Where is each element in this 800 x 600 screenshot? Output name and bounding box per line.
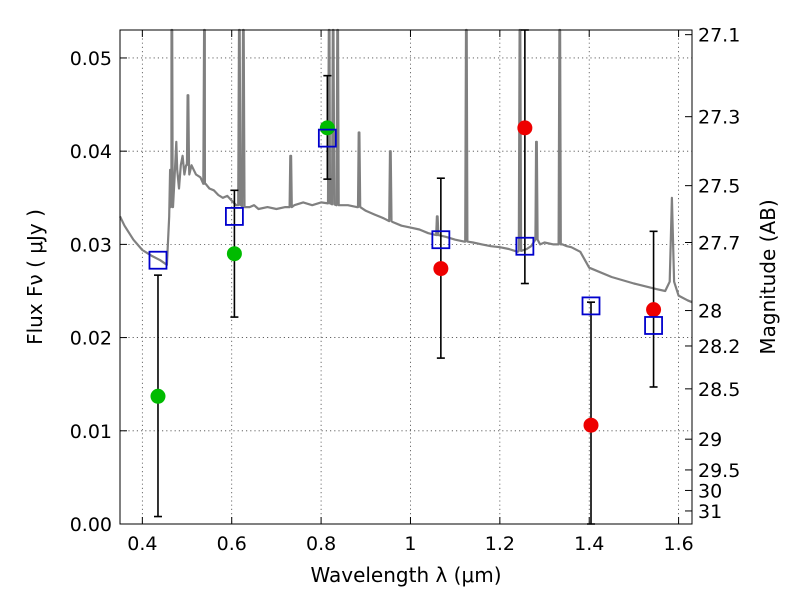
magnitude-tick-label: 31 (698, 501, 722, 523)
photometry-point (226, 246, 242, 262)
magnitude-tick-label: 28.5 (698, 379, 740, 401)
x-tick-label: 0.8 (306, 533, 336, 555)
y-tick-label: 0.00 (70, 514, 112, 536)
model-flux-square (148, 250, 168, 270)
magnitude-tick-label: 28.2 (698, 336, 740, 358)
y-tick-label: 0.03 (70, 234, 112, 256)
y-tick-label: 0.05 (70, 48, 112, 70)
photometry-point (319, 120, 335, 136)
model-flux-square (431, 230, 451, 250)
model-flux-square (581, 296, 601, 316)
magnitude-tick-label: 29 (698, 429, 722, 451)
photometry-point (517, 120, 533, 136)
magnitude-tick-label: 27.7 (698, 233, 740, 255)
magnitude-tick-label: 27.3 (698, 107, 740, 129)
x-tick-label: 1.4 (574, 533, 604, 555)
x-tick-label: 1.2 (485, 533, 515, 555)
magnitude-tick-label: 27.1 (698, 25, 740, 47)
model-flux-square (317, 128, 337, 148)
y-tick-label: 0.01 (70, 421, 112, 443)
x-tick-label: 1.6 (663, 533, 693, 555)
x-tick-label: 0.6 (217, 533, 247, 555)
magnitude-tick-label: 28 (698, 301, 722, 323)
magnitude-tick-label: 29.5 (698, 460, 740, 482)
error-bars (153, 29, 658, 525)
x-tick-label: 0.4 (127, 533, 157, 555)
model-flux-square (644, 316, 663, 335)
photometry-point (433, 261, 449, 277)
model-sed-line (119, 28, 693, 304)
photometry-point (150, 388, 166, 404)
y-axis-ticks: 0.00 0.01 0.02 0.03 0.04 0.05 (70, 48, 127, 536)
magnitude-tick-label: 27.5 (698, 176, 740, 198)
model-flux-square (515, 236, 535, 256)
x-axis-label: Wavelength λ (μm) (310, 563, 501, 587)
x-axis-ticks: 0.4 0.6 0.8 1 1.2 1.4 1.6 (127, 30, 694, 555)
model-flux-square (224, 207, 244, 226)
data-markers (148, 120, 663, 433)
x-tick-label: 1 (404, 533, 416, 555)
photometry-point (583, 417, 599, 433)
y-tick-label: 0.04 (70, 141, 112, 163)
y-tick-label: 0.02 (70, 328, 112, 350)
plot-frame (119, 29, 693, 525)
magnitude-axis-label: Magnitude (AB) (756, 199, 780, 354)
photometry-point (646, 302, 662, 318)
magnitude-tick-label: 30 (698, 480, 722, 502)
model-sed-curve (119, 28, 693, 304)
y-axis-label: Flux Fν ( μJy ) (23, 209, 47, 345)
